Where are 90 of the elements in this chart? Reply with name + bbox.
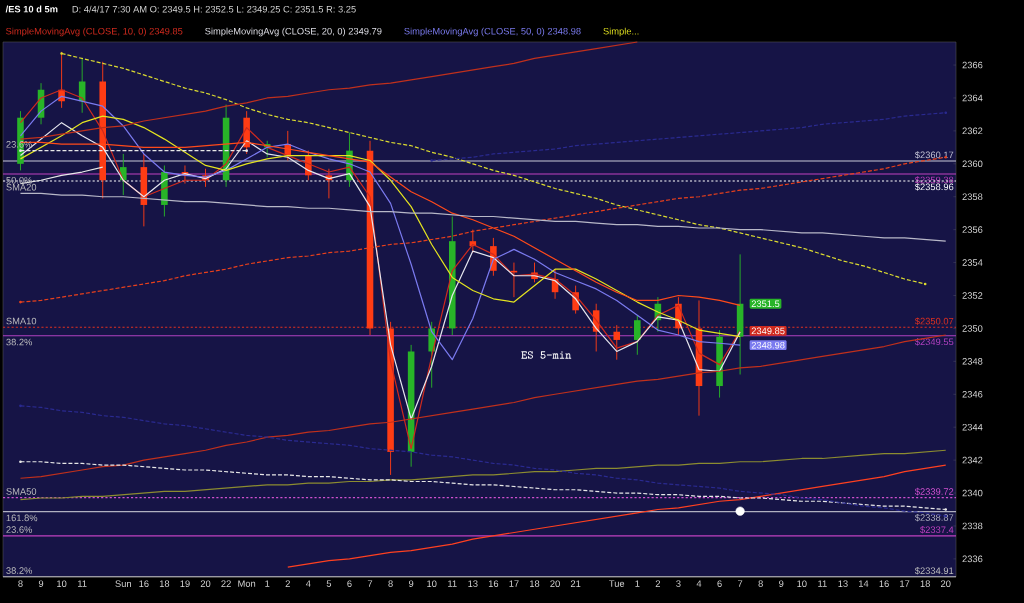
annotation: SMA50 xyxy=(6,488,37,495)
y-tick-label: 2364 xyxy=(962,94,983,102)
x-tick-label: Sun xyxy=(115,580,131,587)
annotation: SMA20 xyxy=(6,183,37,191)
candlestick xyxy=(634,314,641,356)
ref-line-label: $2339.72 xyxy=(914,487,954,496)
ref-line-label: $2349.55 xyxy=(914,338,954,346)
x-tick-label: 7 xyxy=(367,580,373,587)
y-tick-label: 2350 xyxy=(962,325,983,332)
y-tick-label: 2354 xyxy=(962,259,983,266)
y-tick-label: 2358 xyxy=(962,193,983,201)
data-label: 2348.98 xyxy=(751,341,785,349)
annotation: 50.0% xyxy=(6,176,33,184)
ref-line-label: $2350.07 xyxy=(914,317,954,326)
x-tick-label: 20 xyxy=(550,580,560,587)
annotation: 23.6% xyxy=(6,526,33,533)
text: Simple... xyxy=(603,27,639,37)
chart-title: /ES 10 d 5m xyxy=(5,5,58,13)
y-tick-label: 2356 xyxy=(962,226,983,233)
x-tick-label: 9 xyxy=(38,580,44,587)
text: 2351.5 xyxy=(751,300,780,308)
y-tick-label: 2336 xyxy=(962,555,983,563)
text: SimpleMovingAvg (CLOSE, 50, 0) 2348.98 xyxy=(404,27,581,37)
y-tick-label: 2344 xyxy=(962,423,983,431)
x-tick-label: 21 xyxy=(570,580,581,587)
x-tick-label: 13 xyxy=(468,580,478,587)
x-tick-label: 6 xyxy=(347,580,352,587)
y-tick-label: 2342 xyxy=(962,456,983,464)
x-tick-label: 8 xyxy=(18,580,23,587)
x-tick-label: 1 xyxy=(265,580,270,587)
x-tick-label: 16 xyxy=(488,580,499,587)
x-tick-label: 2 xyxy=(285,580,290,587)
text: SimpleMovingAvg (CLOSE, 10, 0) 2349.85 xyxy=(6,27,183,37)
x-tick-label: 16 xyxy=(879,580,889,587)
x-tick-label: 22 xyxy=(221,580,231,587)
y-tick-label: 2360 xyxy=(962,160,983,168)
annotation: ES 5-min xyxy=(521,351,572,359)
x-tick-label: 3 xyxy=(676,580,681,587)
x-tick-label: 6 xyxy=(717,580,722,587)
x-tick-label: Tue xyxy=(609,580,625,587)
candlestick xyxy=(613,324,621,361)
x-tick-label: 4 xyxy=(305,580,311,587)
x-tick-label: 11 xyxy=(818,580,827,587)
ref-line-label: $2360.17 xyxy=(914,151,954,159)
data-label: 2349.85 xyxy=(751,327,785,335)
y-tick-label: 2362 xyxy=(962,127,983,135)
x-tick-label: 7 xyxy=(738,580,743,587)
ref-line-label: $2359.38 xyxy=(914,176,954,184)
point xyxy=(735,506,745,516)
y-tick-label: 2366 xyxy=(962,61,983,69)
x-tick-label: 9 xyxy=(779,580,784,587)
x-tick-label: 18 xyxy=(530,580,540,587)
x-tick-label: 19 xyxy=(180,580,190,587)
x-tick-label: 4 xyxy=(696,580,702,587)
annotation: 38.2% xyxy=(6,338,33,346)
x-tick-label: 10 xyxy=(57,580,67,587)
x-tick-label: 11 xyxy=(448,580,457,587)
y-tick-label: 2338 xyxy=(962,522,983,530)
x-tick-label: 18 xyxy=(920,580,930,587)
chart-subtitle: D: 4/4/17 7:30 AM O: 2349.5 H: 2352.5 L: 2349.25 C: 2351.5 R: 3.25 xyxy=(72,5,356,13)
x-tick-label: 17 xyxy=(900,580,910,587)
x-tick-label: 20 xyxy=(941,580,951,587)
x-tick-label: 10 xyxy=(797,580,807,587)
ref-line-label: $2338.87 xyxy=(914,513,954,522)
ref-line-label: $2334.91 xyxy=(914,567,954,575)
x-tick-label: 9 xyxy=(408,580,414,587)
x-tick-label: 11 xyxy=(78,580,87,587)
x-tick-label: 18 xyxy=(159,580,170,587)
x-tick-label: 5 xyxy=(326,580,332,587)
y-tick-label: 2348 xyxy=(962,358,983,365)
x-tick-label: 20 xyxy=(200,580,211,587)
x-tick-label: 8 xyxy=(758,580,763,587)
text: SimpleMovingAvg (CLOSE, 20, 0) 2349.79 xyxy=(205,27,382,37)
x-tick-label: 14 xyxy=(859,580,869,587)
x-tick-label: 8 xyxy=(388,580,393,587)
x-tick-label: 2 xyxy=(655,580,660,587)
x-tick-label: Mon xyxy=(238,580,256,587)
ref-line-label: $2358.96 xyxy=(914,183,954,191)
x-tick-label: 13 xyxy=(838,580,848,587)
x-tick-label: 17 xyxy=(509,580,519,587)
annotation: SMA10 xyxy=(6,317,37,325)
x-tick-label: 16 xyxy=(139,580,149,587)
x-tick-label: 1 xyxy=(635,580,640,587)
annotation: 161.8% xyxy=(6,514,38,522)
annotation: 38.2% xyxy=(6,567,33,574)
y-tick-label: 2352 xyxy=(962,292,983,299)
y-tick-label: 2346 xyxy=(962,390,983,398)
ref-line-label: $2337.4 xyxy=(920,526,954,534)
x-tick-label: 10 xyxy=(427,580,437,587)
y-tick-label: 2340 xyxy=(962,489,983,497)
